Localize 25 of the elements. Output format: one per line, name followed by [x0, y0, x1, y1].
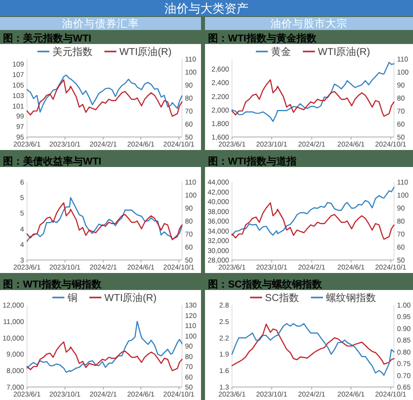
chart-title: 图：美债收益率与WTI	[3, 156, 102, 168]
chart-subtitle: 油价与股市大宗	[270, 17, 348, 30]
legend-label: 黄金	[270, 46, 291, 58]
chart-title: 图：WTI指数与黄金指数	[208, 32, 318, 44]
legend-label: WTI原油(R)	[104, 292, 157, 304]
line-series	[231, 62, 395, 122]
legend-label: SC指数	[265, 292, 299, 304]
line-series	[231, 202, 395, 240]
legend-label: WTI原油(R)	[318, 46, 370, 58]
legend-label: 铜	[66, 293, 78, 304]
line-series	[231, 79, 395, 117]
line-series	[231, 324, 395, 366]
legend-label: 美元指数	[52, 46, 92, 58]
line-series	[231, 186, 395, 236]
line-series	[26, 320, 183, 373]
chart-title: 图：SC指数与螺纹钢指数	[208, 278, 323, 290]
text: 油价与大类资产	[164, 2, 248, 16]
chart-title: 图：WTI指数与道指	[208, 156, 296, 168]
chart-title: 图：WTI指数与铜指数	[3, 278, 102, 290]
line-series	[26, 341, 183, 372]
legend-label: 螺纹钢指数	[326, 292, 376, 304]
legend-label: WTI原油(R)	[119, 46, 172, 58]
chart-subtitle: 油价与债券汇率	[62, 17, 139, 30]
line-series	[231, 323, 395, 376]
chart-title: 图：美元指数与WTI	[3, 32, 92, 44]
